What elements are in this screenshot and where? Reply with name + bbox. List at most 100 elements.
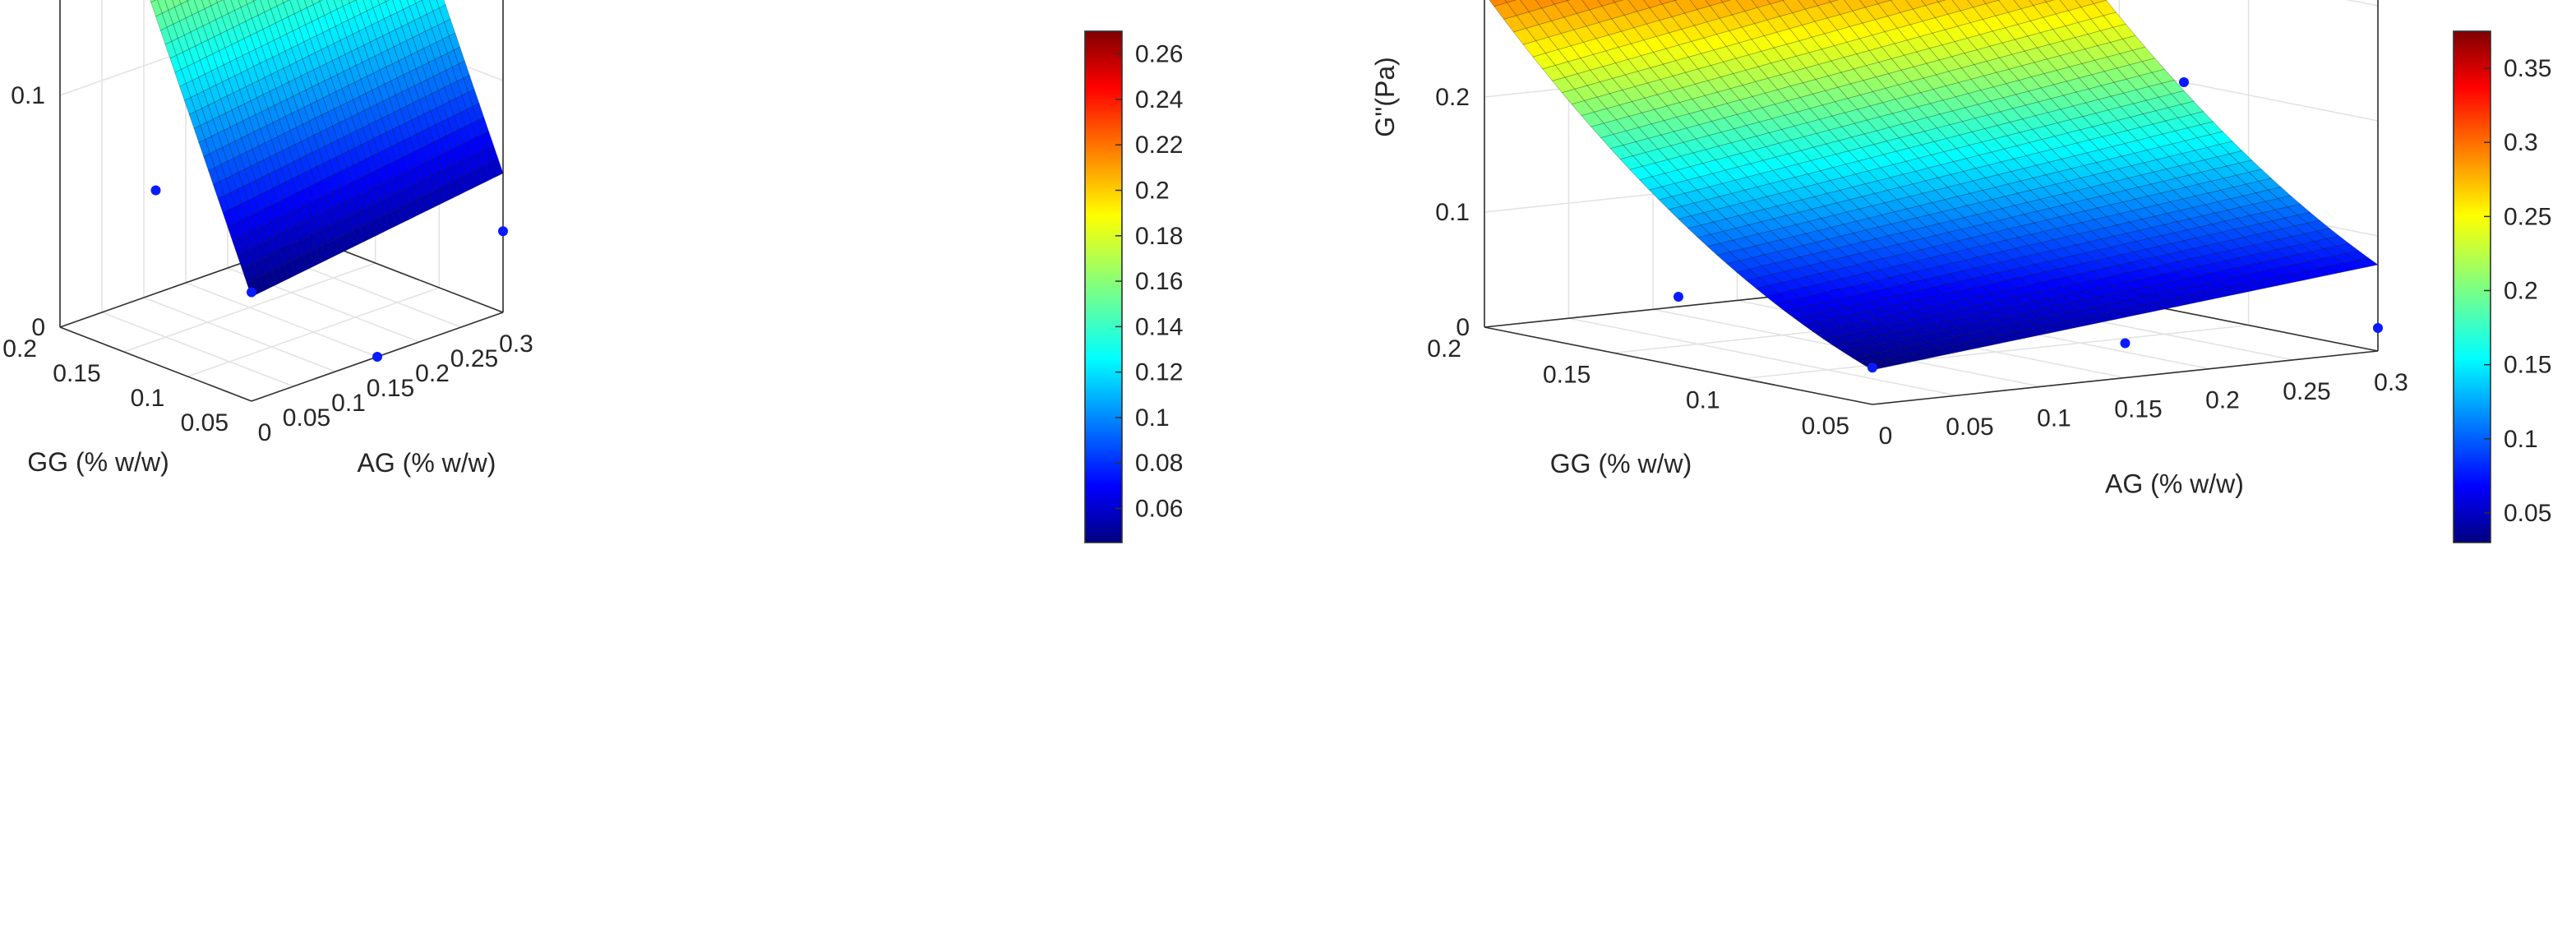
- surface-patch: [169, 54, 182, 73]
- surface-patch: [1912, 180, 1936, 194]
- surface-patch: [1912, 350, 1937, 360]
- surface-patch: [432, 72, 445, 91]
- surface-patch: [192, 11, 204, 30]
- surface-patch: [1999, 258, 2024, 270]
- surface-patch: [251, 228, 263, 247]
- surface-patch: [2293, 223, 2318, 234]
- colorbar-tick-label: 0.12: [1135, 359, 1183, 386]
- surface-patch: [303, 0, 314, 8]
- surface-patch: [1747, 51, 1772, 67]
- surface-patch: [2026, 326, 2051, 336]
- surface-patch: [1946, 317, 1971, 328]
- surface-patch: [1581, 111, 1604, 127]
- surface-patch: [2241, 281, 2265, 292]
- x-tick-label: 0.15: [367, 375, 414, 402]
- surface-patch: [1987, 334, 2013, 344]
- surface-patch: [2140, 303, 2164, 313]
- surface-patch: [370, 0, 381, 9]
- surface-patch: [1782, 0, 1786, 1]
- colorbar-gradient: [1084, 30, 1123, 543]
- surface-patch: [1963, 339, 1987, 349]
- surface-patch: [1691, 37, 1715, 54]
- surface-patch: [1941, 252, 1966, 264]
- data-point: [372, 352, 382, 362]
- surface-patch: [1796, 108, 1821, 123]
- surface-patch: [2150, 224, 2175, 237]
- surface-patch: [394, 173, 406, 192]
- colorbar-tick-label: 0.08: [1135, 450, 1183, 477]
- surface-patch: [172, 0, 182, 8]
- x-tick-label: 0: [258, 419, 272, 446]
- surface-patch: [236, 120, 248, 139]
- data-points: [1673, 77, 2383, 373]
- surface-patch: [436, 0, 446, 9]
- surface-patch: [2001, 205, 2025, 218]
- surface-patch: [1660, 131, 1684, 146]
- surface-patch: [228, 141, 241, 159]
- surface-patch: [277, 263, 290, 282]
- surface-patch: [397, 205, 409, 224]
- colorbar-tick-label: 0.1: [1135, 404, 1170, 432]
- surface-patch: [334, 236, 347, 255]
- surface-patch: [1990, 289, 2015, 301]
- surface-patch: [302, 120, 315, 139]
- y-tick-label: 0.1: [131, 385, 165, 412]
- surface-patch: [295, 58, 308, 77]
- surface-patch: [2140, 171, 2164, 185]
- surface-patch: [1885, 284, 1909, 297]
- surface-patch: [246, 214, 258, 233]
- surface-patch: [2192, 245, 2217, 256]
- surface-patch: [344, 181, 358, 200]
- surface-patch: [289, 192, 302, 210]
- surface-patch: [316, 163, 329, 182]
- surface-patch: [1991, 326, 2015, 335]
- surface-patch: [1946, 134, 1970, 150]
- surface-patch: [2165, 297, 2190, 307]
- surface-patch: [1838, 323, 1863, 335]
- surface-patch: [1812, 0, 1831, 7]
- surface-patch: [2329, 262, 2354, 274]
- data-points: [150, 185, 508, 362]
- colorbar-tick-label: 0.3: [2504, 129, 2538, 156]
- surface-patch: [250, 162, 263, 181]
- surface-patch: [411, 182, 423, 201]
- surface-patch: [454, 177, 466, 196]
- surface-patch: [252, 275, 265, 294]
- surface-patch: [1937, 173, 1961, 188]
- surface-patch: [1671, 192, 1695, 207]
- surface-patch: [313, 132, 325, 150]
- surface-patch: [313, 196, 326, 215]
- surface-patch: [1893, 208, 1918, 222]
- surface-patch: [2203, 289, 2227, 300]
- surface-patch: [1792, 233, 1817, 247]
- surface-patch: [423, 110, 436, 129]
- surface-patch: [2141, 256, 2167, 268]
- surface-patch: [2049, 247, 2074, 259]
- x-tick-label: 0.15: [2114, 396, 2162, 423]
- surface-patch: [435, 187, 447, 205]
- surface-patch: [2041, 136, 2066, 150]
- surface-patch: [1895, 147, 1919, 162]
- surface-patch: [1863, 318, 1888, 329]
- surface-patch: [459, 173, 473, 192]
- surface-patch: [1866, 269, 1890, 281]
- colorbar-tick-label: 0.2: [1135, 178, 1170, 205]
- surface-patch: [1807, 312, 1831, 324]
- surface-patch: [340, 233, 353, 252]
- surface-patch: [2268, 228, 2292, 240]
- surface-patch: [1861, 192, 1886, 206]
- surface-patch: [182, 48, 195, 67]
- surface-patch: [1985, 0, 2009, 16]
- surface-patch: [1789, 287, 1814, 298]
- x-tick-label: 0.05: [1946, 413, 1993, 441]
- surface-patch: [1737, 163, 1761, 178]
- surface-patch: [2043, 228, 2067, 240]
- surface-patch: [1925, 348, 1950, 358]
- surface-patch: [2342, 260, 2366, 270]
- surface-patch: [1853, 272, 1877, 284]
- surface-patch: [1900, 8, 1923, 25]
- surface-patch: [436, 104, 449, 122]
- surface-patch: [447, 180, 459, 199]
- colorbar-gradient: [2453, 30, 2491, 543]
- surface-patch: [1951, 0, 1974, 12]
